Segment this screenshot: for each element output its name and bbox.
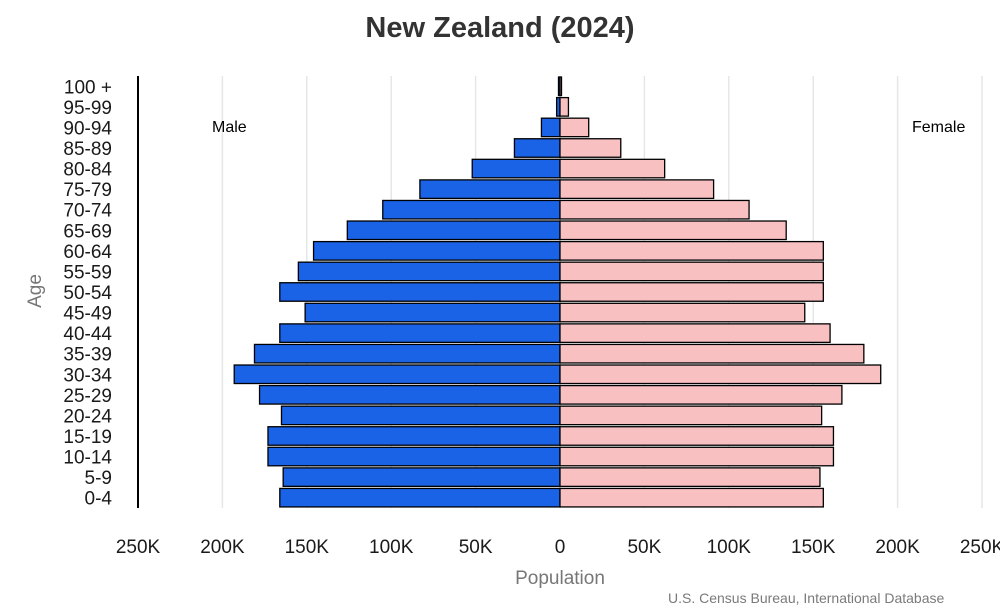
female-bar [559, 364, 882, 385]
male-bar [267, 446, 561, 467]
male-bar [279, 323, 561, 344]
male-label: Male [212, 119, 247, 136]
male-bar [233, 364, 561, 385]
x-tick-label: 250K [960, 537, 1000, 558]
female-bar [559, 426, 835, 446]
female-bar [559, 240, 824, 261]
male-bar [267, 426, 561, 446]
x-tick-label: 50K [627, 537, 661, 558]
male-bar [280, 405, 561, 426]
female-bar [559, 138, 622, 158]
age-tick-label: 90-94 [63, 118, 112, 139]
female-bar [559, 405, 823, 426]
female-bar [559, 76, 563, 97]
male-bar [253, 343, 561, 364]
female-bar [559, 117, 590, 138]
female-bar [559, 446, 835, 467]
male-bar [419, 179, 561, 200]
age-tick-label: 65-69 [63, 221, 112, 242]
male-bar [282, 467, 561, 488]
x-tick-label: 150K [285, 537, 330, 558]
age-tick-label: 50-54 [63, 283, 112, 304]
female-bar [559, 179, 715, 200]
x-tick-label: 100K [707, 537, 752, 558]
age-tick-label: 95-99 [63, 98, 112, 119]
female-bar [559, 343, 865, 364]
male-bar [540, 117, 561, 138]
age-tick-label: 100 + [64, 77, 112, 98]
age-tick-label: 55-59 [63, 262, 112, 283]
age-tick-label: 40-44 [63, 324, 112, 345]
male-bar [297, 261, 561, 282]
age-tick-label: 25-29 [63, 386, 112, 407]
age-tick-label: 35-39 [63, 345, 112, 366]
population-tick-labels: 250K 200K 150K 100K 50K 0 50K 100K 150K 200K 250K [116, 537, 1000, 558]
age-tick-label: 70-74 [63, 201, 112, 222]
bars [233, 76, 882, 508]
female-bar [559, 158, 666, 179]
age-tick-label: 10-14 [63, 448, 112, 469]
female-bar [559, 323, 831, 344]
male-bar [513, 138, 561, 158]
female-bar [559, 96, 570, 117]
age-tick-label: 5-9 [85, 468, 112, 489]
female-bar [559, 199, 750, 220]
age-tick-label: 75-79 [63, 180, 112, 201]
x-tick-label: 250K [116, 537, 161, 558]
age-tick-label: 85-89 [63, 139, 112, 160]
female-bar [559, 384, 843, 405]
age-tick-labels: 100 +95-9990-9485-8980-8475-7970-7465-69… [63, 77, 112, 509]
female-bar [559, 302, 806, 323]
age-tick-label: 0-4 [85, 489, 113, 510]
x-tick-label: 100K [369, 537, 414, 558]
male-bar [304, 302, 561, 323]
chart-title: New Zealand (2024) [365, 12, 635, 44]
female-bar [559, 467, 821, 488]
female-bar [559, 487, 824, 508]
male-bar [346, 220, 561, 241]
male-bar [382, 199, 561, 220]
x-tick-label: 150K [791, 537, 836, 558]
male-bar [471, 158, 561, 179]
x-tick-label: 0 [555, 537, 566, 558]
female-bar [559, 282, 824, 302]
male-bar [279, 487, 561, 508]
age-tick-label: 15-19 [63, 427, 112, 448]
male-bar [258, 384, 561, 405]
age-tick-label: 80-84 [63, 160, 112, 181]
x-axis-title: Population [515, 568, 605, 589]
age-tick-label: 20-24 [63, 406, 112, 427]
x-tick-label: 200K [200, 537, 245, 558]
age-tick-label: 30-34 [63, 365, 112, 386]
age-tick-label: 60-64 [63, 242, 112, 263]
female-label: Female [912, 119, 965, 136]
male-bar [279, 282, 561, 302]
source-note: U.S. Census Bureau, International Databa… [668, 590, 945, 606]
age-tick-label: 45-49 [63, 304, 112, 325]
female-bar [559, 220, 787, 241]
x-tick-label: 50K [459, 537, 493, 558]
x-tick-label: 200K [875, 537, 920, 558]
male-bar [312, 240, 561, 261]
y-axis-title: Age [25, 274, 46, 308]
female-bar [559, 261, 824, 282]
